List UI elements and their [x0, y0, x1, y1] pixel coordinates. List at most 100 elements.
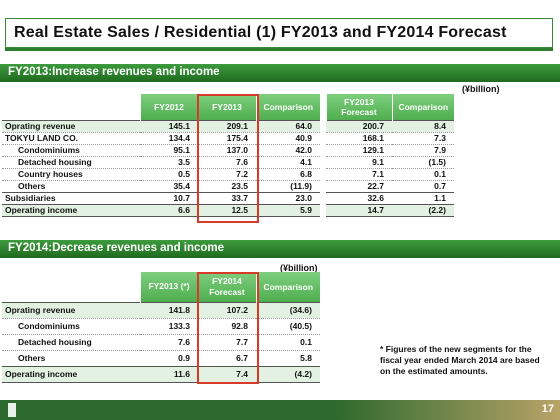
fy2013-table: FY2012 FY2013 Comparison FY2013 Forecast…	[2, 94, 454, 217]
cell-value: 10.7	[140, 191, 198, 204]
cell-value: 129.1	[326, 143, 392, 156]
cell-value: 7.4	[198, 365, 256, 383]
cell-value: 4.1	[256, 155, 320, 168]
cell-value: 5.8	[256, 349, 320, 366]
row-label: Oprating revenue	[2, 301, 140, 318]
row-label: Subsidiaries	[2, 191, 140, 204]
cell-value: 35.4	[140, 179, 198, 192]
header-fy2013-forecast: FY2013 Forecast	[325, 94, 392, 120]
cell-value: 7.2	[198, 167, 256, 180]
table-row: Condominiums 95.1 137.0 42.0 129.1 7.9	[2, 143, 454, 156]
row-label: Oprating revenue	[2, 119, 140, 132]
cell-value: 6.8	[256, 167, 320, 180]
table-row: Detached housing 7.6 7.7 0.1	[2, 333, 320, 350]
cell-value: 40.9	[256, 131, 320, 144]
cell-value: 107.2	[198, 301, 256, 318]
cell-value: (40.5)	[256, 317, 320, 334]
cell-value: 0.1	[256, 333, 320, 350]
cell-value: 209.1	[198, 119, 256, 132]
cell-value: 7.9	[392, 143, 454, 156]
row-label: Others	[2, 349, 140, 366]
cell-value: 7.7	[198, 333, 256, 350]
table-row: Others 0.9 6.7 5.8	[2, 349, 320, 366]
cell-value: 200.7	[326, 119, 392, 132]
table-row: Detached housing 3.5 7.6 4.1 9.1 (1.5)	[2, 155, 454, 168]
cell-value: 0.5	[140, 167, 198, 180]
row-label: TOKYU LAND CO.	[2, 131, 140, 144]
header-comparison: Comparison	[255, 272, 320, 302]
cell-value: 23.0	[256, 191, 320, 204]
fy2014-table: FY2013 (*) FY2014 Forecast Comparison Op…	[2, 272, 320, 383]
footnote: * Figures of the new segments for the fi…	[380, 344, 540, 376]
row-label: Detached housing	[2, 333, 140, 350]
table-row: Oprating revenue 145.1 209.1 64.0 200.7 8.4	[2, 119, 454, 132]
slide-title: Real Estate Sales / Residential (1) FY20…	[5, 18, 553, 51]
cell-value: 64.0	[256, 119, 320, 132]
table-row: Country houses 0.5 7.2 6.8 7.1 0.1	[2, 167, 454, 180]
cell-value: 7.6	[140, 333, 198, 350]
cell-value: 168.1	[326, 131, 392, 144]
cell-value: 6.6	[140, 203, 198, 217]
header-fy2012: FY2012	[139, 94, 198, 120]
cell-value: 7.1	[326, 167, 392, 180]
header-fy2013-estimate: FY2013 (*)	[139, 272, 198, 302]
table-row: Condominiums 133.3 92.8 (40.5)	[2, 317, 320, 334]
cell-value: 9.1	[326, 155, 392, 168]
row-label: Others	[2, 179, 140, 192]
cell-value: 0.7	[392, 179, 454, 192]
cell-value: (2.2)	[392, 203, 454, 217]
cell-value: (4.2)	[256, 365, 320, 383]
cell-value: 133.3	[140, 317, 198, 334]
logo-icon	[8, 403, 16, 417]
section-heading-fy2013: FY2013:Increase revenues and income	[0, 64, 560, 82]
cell-value: 1.1	[392, 191, 454, 204]
cell-value: 137.0	[198, 143, 256, 156]
unit-label: (¥billion)	[280, 263, 318, 273]
cell-value: 12.5	[198, 203, 256, 217]
cell-value: 92.8	[198, 317, 256, 334]
cell-value: 0.1	[392, 167, 454, 180]
table-row: Oprating revenue 141.8 107.2 (34.6)	[2, 301, 320, 318]
cell-value: 0.9	[140, 349, 198, 366]
table-row: Subsidiaries 10.7 33.7 23.0 32.6 1.1	[2, 191, 454, 204]
section-heading-fy2014: FY2014:Decrease revenues and income	[0, 240, 560, 258]
cell-value: 134.4	[140, 131, 198, 144]
cell-value: 7.3	[392, 131, 454, 144]
cell-value: 11.6	[140, 365, 198, 383]
cell-value: 141.8	[140, 301, 198, 318]
header-blank	[2, 94, 140, 120]
cell-value: 3.5	[140, 155, 198, 168]
table-row: TOKYU LAND CO. 134.4 175.4 40.9 168.1 7.3	[2, 131, 454, 144]
cell-value: 33.7	[198, 191, 256, 204]
cell-value: (11.9)	[256, 179, 320, 192]
cell-value: 95.1	[140, 143, 198, 156]
header-blank	[2, 272, 140, 302]
cell-value: 5.9	[256, 203, 320, 217]
table-row: Operating income 6.6 12.5 5.9 14.7 (2.2)	[2, 203, 454, 217]
header-comparison-forecast: Comparison	[391, 94, 454, 120]
row-label: Operating income	[2, 203, 140, 217]
cell-value: 145.1	[140, 119, 198, 132]
row-label: Operating income	[2, 365, 140, 383]
cell-value: 14.7	[326, 203, 392, 217]
footer-bar: 17	[0, 400, 560, 420]
cell-value: 42.0	[256, 143, 320, 156]
cell-value: 32.6	[326, 191, 392, 204]
cell-value: 8.4	[392, 119, 454, 132]
header-fy2014-forecast: FY2014 Forecast	[197, 272, 256, 302]
table-row: Others 35.4 23.5 (11.9) 22.7 0.7	[2, 179, 454, 192]
cell-value: 7.6	[198, 155, 256, 168]
cell-value: (1.5)	[392, 155, 454, 168]
header-comparison: Comparison	[255, 94, 320, 120]
cell-value: (34.6)	[256, 301, 320, 318]
header-fy2013: FY2013	[197, 94, 256, 120]
cell-value: 6.7	[198, 349, 256, 366]
unit-label: (¥billion)	[462, 84, 500, 94]
cell-value: 23.5	[198, 179, 256, 192]
row-label: Condominiums	[2, 143, 140, 156]
cell-value: 22.7	[326, 179, 392, 192]
row-label: Condominiums	[2, 317, 140, 334]
page-number: 17	[541, 403, 554, 415]
row-label: Country houses	[2, 167, 140, 180]
table-row: Operating income 11.6 7.4 (4.2)	[2, 365, 320, 383]
